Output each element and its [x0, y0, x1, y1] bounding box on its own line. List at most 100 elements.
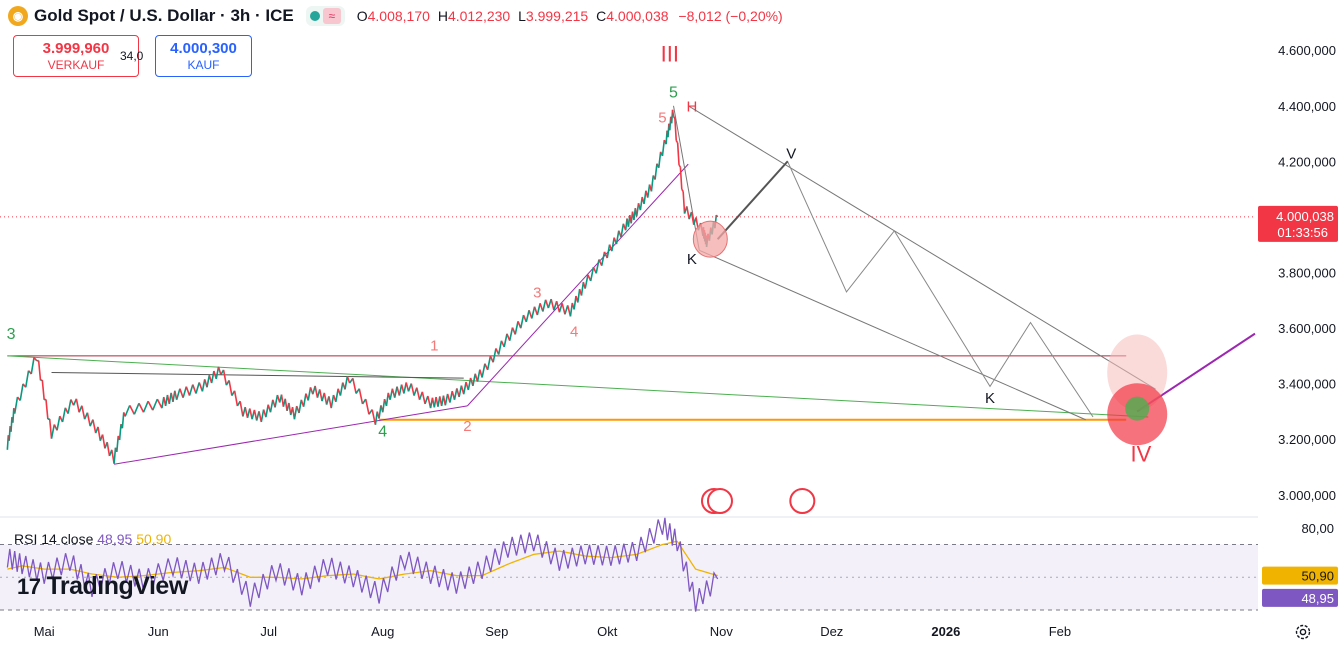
- trendline-purple-upper: [467, 163, 689, 407]
- price-segment: [19, 383, 24, 401]
- change-value: −8,012 (−0,20%): [678, 8, 783, 24]
- price-segment: [676, 142, 680, 166]
- time-axis-tick: Mai: [34, 624, 55, 639]
- channel-upper: [687, 105, 1156, 390]
- market-status-pill[interactable]: ≈: [305, 6, 345, 26]
- low-value: 3.999,215: [525, 8, 589, 24]
- price-segment: [378, 405, 382, 419]
- price-segment: [584, 274, 589, 289]
- price-segment: [188, 384, 194, 396]
- price-segment: [497, 340, 503, 355]
- price-segment: [210, 370, 215, 384]
- wave-label-red-3: 3: [533, 285, 541, 302]
- price-segment: [86, 412, 91, 427]
- price-segment: [458, 385, 463, 398]
- wave-label-IV: IV: [1131, 441, 1152, 466]
- point-label-K: K: [687, 251, 697, 268]
- sell-price: 3.999,960: [42, 40, 110, 57]
- price-segment: [635, 203, 640, 217]
- price-segment: [573, 295, 577, 310]
- projection-path: [717, 160, 1094, 418]
- price-segment: [492, 348, 497, 363]
- chart-header: ◉ Gold Spot / U.S. Dollar · 3h · ICE ≈ O…: [8, 4, 783, 28]
- price-segment: [674, 118, 678, 141]
- price-segment: [589, 266, 595, 282]
- price-segment: [179, 388, 184, 398]
- buy-price: 4.000,300: [170, 40, 237, 57]
- wave-label-green-3: 3: [7, 326, 16, 343]
- price-segment: [389, 388, 394, 400]
- price-segment: [346, 375, 351, 384]
- price-segment: [298, 399, 303, 414]
- rsi-ma-badge-value: 50,90: [1301, 569, 1334, 584]
- time-axis-tick: 2026: [931, 624, 960, 639]
- price-segment: [61, 407, 67, 423]
- price-axis-tick: 4.600,000: [1278, 43, 1336, 58]
- high-value: 4.012,230: [447, 8, 511, 24]
- price-segment: [97, 426, 102, 441]
- gold-coin-icon: ◉: [8, 6, 28, 26]
- price-segment: [260, 409, 265, 423]
- rsi-legend[interactable]: RSI 14 close 48,95 50,90: [14, 531, 171, 547]
- price-segment: [561, 303, 566, 315]
- market-open-icon: [309, 11, 320, 21]
- price-segment: [201, 379, 206, 392]
- settings-gear-icon[interactable]: [1294, 623, 1312, 641]
- countdown-value: 01:33:56: [1277, 225, 1328, 240]
- price-segment: [544, 299, 550, 309]
- price-segment: [228, 380, 233, 396]
- us-event-flag-icon[interactable]: [789, 488, 816, 514]
- price-segment: [519, 314, 525, 329]
- wave-label-red-1: 1: [430, 337, 438, 354]
- price-segment: [558, 303, 563, 313]
- price-segment: [358, 388, 364, 405]
- price-segment: [646, 184, 651, 198]
- price-segment: [175, 388, 181, 400]
- price-segment: [269, 399, 274, 413]
- price-segment: [398, 384, 403, 396]
- point-label-V: V: [786, 146, 796, 163]
- price-segment: [151, 398, 159, 411]
- tradingview-mark-icon: 17: [17, 574, 41, 599]
- price-segment: [595, 259, 600, 274]
- rsi-pane: [0, 516, 1258, 612]
- price-segment: [531, 306, 536, 319]
- buy-button[interactable]: 4.000,300 KAUF: [155, 35, 252, 77]
- price-segment: [611, 237, 615, 252]
- price-segment: [75, 398, 80, 413]
- price-segment: [675, 140, 679, 144]
- price-segment: [643, 190, 647, 204]
- price-segment: [56, 415, 61, 431]
- price-segment: [344, 376, 349, 390]
- price-segment: [654, 163, 658, 180]
- price-segment: [371, 409, 377, 425]
- price-segment: [393, 386, 398, 398]
- time-axis-tick: Sep: [485, 624, 508, 639]
- price-segment: [650, 175, 655, 192]
- price-segment: [657, 151, 662, 168]
- rsi-badge: [1262, 588, 1338, 607]
- price-segment: [182, 386, 188, 398]
- price-segment: [672, 115, 676, 119]
- price-segment: [33, 356, 38, 362]
- price-segment: [569, 302, 574, 317]
- price-segment: [195, 382, 200, 394]
- price-segment: [577, 288, 581, 303]
- price-segment: [364, 398, 370, 415]
- price-segment: [639, 196, 644, 211]
- point-label-K2: K: [985, 390, 995, 407]
- rsi-ma-legend-value: 50,90: [136, 531, 172, 547]
- price-segment: [302, 393, 307, 407]
- price-segment: [45, 399, 49, 420]
- price-axis-tick: 4.400,000: [1278, 99, 1336, 114]
- last-price-value: 4.000,038: [1276, 209, 1334, 224]
- sell-button[interactable]: 3.999,960 VERKAUF: [13, 35, 139, 77]
- price-segment: [124, 405, 131, 417]
- target-zone-green: [1125, 396, 1150, 421]
- us-event-flag-icon[interactable]: [706, 488, 733, 514]
- tradingview-logo[interactable]: 17 TradingView: [17, 572, 188, 601]
- price-segment: [467, 377, 472, 391]
- price-segment: [564, 305, 569, 315]
- symbol-title[interactable]: Gold Spot / U.S. Dollar · 3h · ICE: [34, 6, 294, 25]
